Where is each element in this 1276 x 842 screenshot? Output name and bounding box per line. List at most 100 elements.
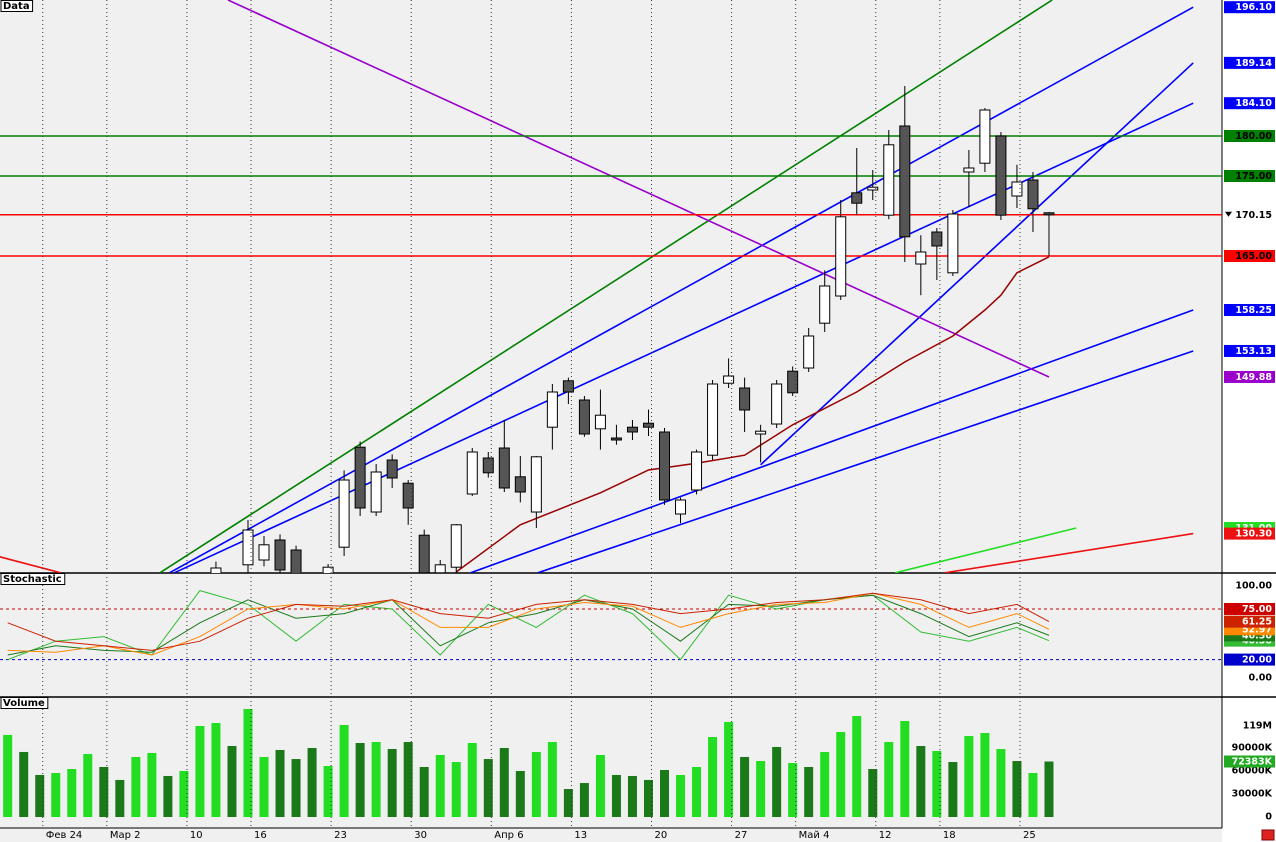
candle-body [883, 144, 895, 216]
panel-title-box [0, 0, 34, 12]
candle-body [1011, 181, 1023, 197]
trend-line [470, 309, 1194, 573]
axis-tag: 165.00 [1235, 251, 1272, 262]
volume-bar [900, 720, 910, 817]
moving-average [455, 256, 1050, 573]
axis-tag: 158.25 [1235, 305, 1272, 316]
axis-tag-box [1224, 370, 1275, 383]
volume-bar [387, 748, 397, 817]
axis-tag-box [1224, 97, 1275, 110]
volume-bar [211, 722, 221, 817]
trend-line [159, 0, 1053, 573]
volume-bar [692, 767, 702, 817]
axis-tag-box [1224, 653, 1275, 666]
candle-body [370, 471, 382, 513]
x-tick-label: 18 [943, 830, 956, 841]
trend-line [227, 0, 1050, 378]
trend-line [169, 6, 1194, 573]
volume-bar [611, 774, 621, 817]
volume-bar [163, 775, 173, 817]
axis-tag-box [1224, 56, 1275, 69]
panel-title-box [0, 573, 66, 585]
volume-bar [740, 756, 750, 817]
candle-body [739, 387, 751, 411]
x-tick-label: 23 [334, 830, 347, 841]
volume-bar [67, 768, 77, 817]
volume-bar [3, 734, 13, 817]
volume-bar [964, 736, 974, 817]
volume-bar [1012, 761, 1022, 817]
axis-tag-box [1224, 602, 1275, 615]
candle-body [947, 213, 959, 274]
axis-tag: 20.00 [1242, 655, 1272, 666]
candle-body [659, 431, 671, 501]
volume-bar [531, 751, 541, 817]
panel-title: Stochastic [3, 574, 62, 585]
candle-body [578, 399, 590, 435]
volume-bar [772, 746, 782, 817]
volume-bar [179, 770, 189, 817]
candle-body [931, 231, 943, 247]
volume-bar [131, 756, 141, 817]
volume-bar [371, 742, 381, 817]
volume-bar [563, 789, 573, 817]
axis-tag: 52.97 [1242, 624, 1272, 635]
candle-body [707, 383, 719, 456]
candle-body [851, 192, 863, 204]
axis-tag: 130.30 [1235, 529, 1272, 540]
candle-body [354, 446, 366, 509]
candle-body [642, 422, 654, 428]
axis-tag-box [1224, 755, 1275, 768]
volume-bar [660, 769, 670, 817]
volume-bar [948, 762, 958, 817]
x-tick-label: 27 [735, 830, 748, 841]
candle-body [803, 335, 815, 369]
candle-body [338, 479, 350, 548]
x-tick-label: Апр 6 [494, 830, 523, 841]
stochastic-line [7, 594, 1050, 656]
y-tick-label: 90000K [1232, 742, 1273, 753]
volume-bar [595, 754, 605, 817]
volume-bar [467, 743, 477, 817]
candle-body [242, 529, 254, 566]
candle-body [482, 457, 494, 474]
y-tick-label: 0.00 [1249, 672, 1273, 683]
candle-body [594, 414, 606, 430]
axis-tag-box [1224, 615, 1275, 628]
volume-bar [307, 747, 317, 817]
axis-tag-box [1224, 208, 1275, 221]
volume-bar [99, 767, 109, 817]
volume-bar [291, 759, 301, 817]
axis-tag-box [1224, 344, 1275, 357]
candle-body [787, 370, 799, 394]
candle-body [418, 534, 430, 573]
volume-bar [515, 770, 525, 817]
axis-tag: 61.25 [1242, 617, 1272, 628]
volume-bar [435, 754, 445, 817]
stochastic-plot [0, 590, 1222, 661]
volume-bar [115, 779, 125, 817]
panel-title-box [0, 697, 49, 709]
volume-bar [724, 721, 734, 817]
volume-bar [35, 774, 45, 817]
volume-bar [643, 779, 653, 817]
y-tick-label: 0 [1265, 811, 1272, 822]
trend-line [760, 62, 1194, 466]
axis-tag: 72383K [1232, 756, 1273, 767]
volume-bar [980, 732, 990, 817]
candle-body [1027, 179, 1039, 210]
axis-tag: 170.15 [1235, 210, 1272, 221]
corner-button[interactable] [1261, 829, 1275, 841]
volume-bar [227, 745, 237, 817]
volume-bar [916, 745, 926, 817]
candle-body [835, 216, 847, 297]
volume-bar [147, 752, 157, 817]
volume-bar [820, 751, 830, 817]
axis-tag-box [1224, 1, 1275, 14]
candle-body [562, 380, 574, 393]
candle-body [723, 375, 735, 384]
volume-bar [884, 742, 894, 817]
candle-body [466, 451, 478, 495]
